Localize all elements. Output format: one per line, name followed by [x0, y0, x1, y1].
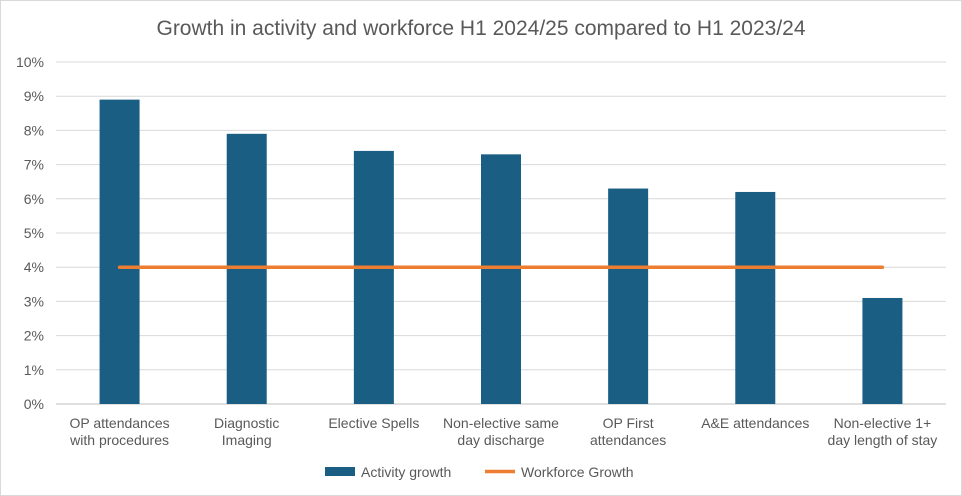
- bar-activity-growth: [862, 297, 903, 404]
- bars: [99, 99, 903, 405]
- y-tick-label: 10%: [16, 54, 44, 70]
- y-tick-label: 2%: [24, 328, 44, 344]
- legend: Activity growth Workforce Growth: [325, 464, 634, 480]
- y-tick-label: 7%: [24, 157, 44, 173]
- y-tick-label: 5%: [24, 225, 44, 241]
- y-tick-label: 1%: [24, 362, 44, 378]
- y-tick-label: 6%: [24, 191, 44, 207]
- x-category-label: day discharge: [457, 432, 544, 448]
- y-tick-label: 9%: [24, 88, 44, 104]
- y-tick-label: 4%: [24, 259, 44, 275]
- x-category-label: Elective Spells: [328, 415, 419, 431]
- y-tick-label: 0%: [24, 396, 44, 412]
- x-category-label: Diagnostic: [214, 415, 279, 431]
- bar-activity-growth: [99, 99, 140, 405]
- bar-activity-growth: [353, 150, 394, 404]
- y-tick-label: 8%: [24, 122, 44, 138]
- bar-activity-growth: [608, 188, 649, 404]
- chart-title: Growth in activity and workforce H1 2024…: [156, 17, 805, 40]
- bar-activity-growth: [735, 191, 776, 404]
- legend-label-activity: Activity growth: [361, 464, 451, 480]
- x-category-label: Imaging: [222, 432, 272, 448]
- bar-activity-growth: [481, 154, 521, 404]
- x-category-label: attendances: [590, 432, 666, 448]
- x-category-label: Non-elective same: [443, 415, 559, 431]
- y-axis-ticks: 0% 1% 2% 3% 4% 5% 6% 7% 8% 9% 10%: [16, 54, 44, 412]
- x-category-label: OP First: [603, 415, 654, 431]
- x-category-label: Non-elective 1+: [834, 415, 932, 431]
- x-category-label: A&E attendances: [701, 415, 809, 431]
- x-category-label: OP attendances: [69, 415, 169, 431]
- legend-swatch-activity: [325, 467, 355, 476]
- x-category-label: with procedures: [69, 432, 169, 448]
- legend-label-workforce: Workforce Growth: [521, 464, 634, 480]
- x-category-label: day length of stay: [828, 432, 938, 448]
- y-tick-label: 3%: [24, 293, 44, 309]
